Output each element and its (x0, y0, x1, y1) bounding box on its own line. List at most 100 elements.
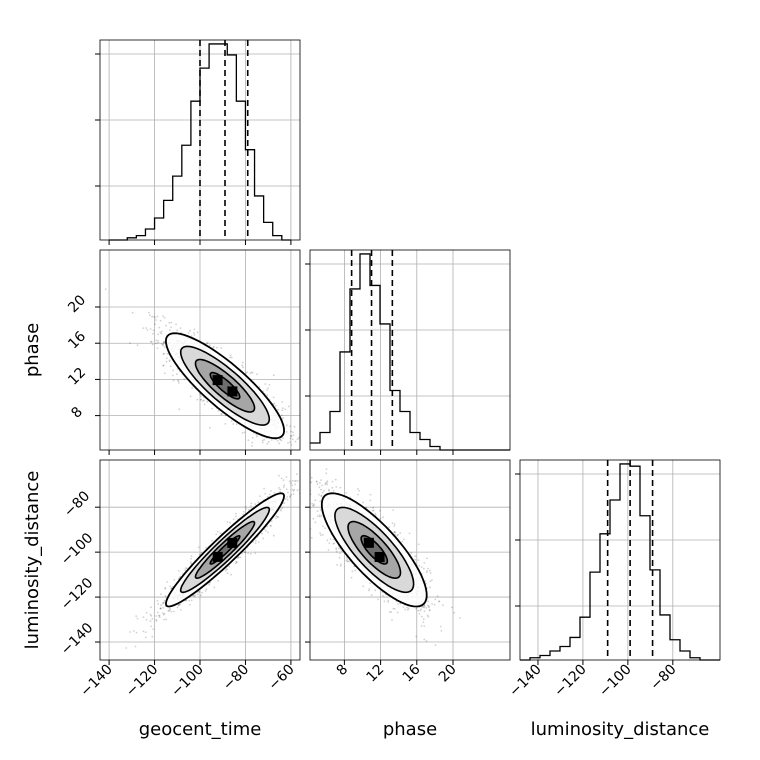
scatter-geocent-time-vs-luminosity-distance-sample-point (269, 524, 272, 527)
scatter-geocent-time-vs-phase-sample-point (241, 432, 244, 434)
scatter-phase-vs-luminosity-distance-sample-point (394, 533, 397, 536)
scatter-geocent-time-vs-phase-sample-point (206, 400, 209, 403)
scatter-geocent-time-vs-phase-sample-point (250, 371, 253, 374)
scatter-geocent-time-vs-phase-sample-point (285, 431, 288, 433)
scatter-geocent-time-vs-luminosity-distance-sample-point (169, 585, 172, 588)
scatter-geocent-time-vs-luminosity-distance-sample-point (189, 604, 191, 606)
scatter-geocent-time-vs-phase-sample-point (196, 398, 199, 401)
scatter-phase-vs-luminosity-distance-sample-point (369, 582, 371, 585)
scatter-geocent-time-vs-phase-sample-point (245, 372, 247, 375)
scatter-geocent-time-vs-luminosity-distance-sample-point (197, 590, 200, 593)
scatter-geocent-time-vs-phase-sample-point (176, 373, 178, 376)
scatter-geocent-time-vs-phase-sample-point (274, 404, 277, 407)
scatter-geocent-time-vs-phase-sample-point (172, 379, 175, 382)
scatter-phase-vs-luminosity-distance-sample-point (418, 613, 421, 615)
scatter-phase-vs-luminosity-distance-sample-point (324, 483, 327, 486)
scatter-geocent-time-vs-luminosity-distance-sample-point (289, 480, 291, 483)
scatter-geocent-time-vs-phase-sample-point (157, 341, 159, 344)
scatter-geocent-time-vs-luminosity-distance-sample-point (205, 546, 208, 549)
scatter-geocent-time-vs-luminosity-distance-sample-point (163, 601, 165, 604)
scatter-phase-vs-luminosity-distance-sample-point (332, 489, 335, 492)
scatter-geocent-time-vs-phase-sample-point (155, 339, 158, 342)
scatter-phase-vs-luminosity-distance-sample-point (338, 556, 341, 559)
scatter-geocent-time-vs-luminosity-distance-sample-point (272, 534, 275, 537)
scatter-geocent-time-vs-phase-sample-point (162, 353, 165, 355)
scatter-geocent-time-vs-phase-sample-point (242, 366, 245, 369)
scatter-geocent-time-vs-luminosity-distance-sample-point (254, 552, 257, 555)
scatter-geocent-time-vs-luminosity-distance-sample-point (237, 557, 240, 559)
scatter-phase-vs-luminosity-distance-sample-point (396, 534, 399, 537)
scatter-geocent-time-vs-phase-sample-point (131, 311, 134, 314)
scatter-geocent-time-vs-phase-sample-point (266, 394, 269, 397)
scatter-geocent-time-vs-luminosity-distance-sample-point (242, 510, 245, 513)
scatter-geocent-time-vs-luminosity-distance-sample-point (290, 493, 293, 496)
scatter-geocent-time-vs-luminosity-distance-sample-point (196, 593, 199, 596)
scatter-geocent-time-vs-phase-sample-point (178, 408, 181, 411)
scatter-geocent-time-vs-phase-sample-point (170, 326, 172, 329)
scatter-geocent-time-vs-phase-sample-point (161, 344, 164, 347)
scatter-geocent-time-vs-luminosity-distance-sample-point (259, 495, 261, 498)
scatter-geocent-time-vs-luminosity-distance-sample-point (156, 600, 159, 602)
scatter-geocent-time-vs-luminosity-distance-sample-point (291, 484, 294, 487)
scatter-geocent-time-vs-phase-sample-point (150, 340, 153, 343)
scatter-geocent-time-vs-phase-sample-point (212, 346, 215, 349)
scatter-geocent-time-vs-phase-sample-point (146, 329, 149, 331)
scatter-phase-vs-luminosity-distance-sample-point (414, 558, 417, 561)
scatter-geocent-time-vs-phase-sample-point (158, 326, 161, 329)
scatter-phase-vs-luminosity-distance-sample-point (436, 595, 439, 598)
scatter-geocent-time-vs-phase-sample-point (208, 344, 211, 347)
scatter-geocent-time-vs-luminosity-distance-sample-point (289, 495, 292, 497)
scatter-phase-vs-luminosity-distance-sample-point (406, 606, 408, 609)
scatter-phase-vs-luminosity-distance-sample-point (346, 558, 349, 561)
scatter-geocent-time-vs-luminosity-distance-sample-point (208, 583, 211, 586)
scatter-geocent-time-vs-luminosity-distance-sample-point (265, 529, 267, 532)
scatter-phase-vs-luminosity-distance-sample-point (374, 589, 377, 592)
scatter-geocent-time-vs-phase-sample-point (179, 327, 182, 330)
scatter-geocent-time-vs-phase-sample-point (159, 331, 162, 334)
scatter-geocent-time-vs-luminosity-distance-sample-point (155, 618, 158, 621)
scatter-phase-vs-luminosity-distance-sample-point (428, 609, 431, 612)
scatter-geocent-time-vs-phase-sample-point (153, 315, 156, 318)
scatter-geocent-time-vs-phase-sample-point (241, 364, 244, 367)
scatter-phase-vs-luminosity-distance-sample-point (326, 539, 329, 542)
scatter-phase-vs-luminosity-distance-sample-point (415, 607, 418, 610)
scatter-geocent-time-vs-luminosity-distance-sample-point (226, 572, 229, 575)
scatter-geocent-time-vs-luminosity-distance-sample-point (150, 614, 153, 617)
scatter-phase-vs-luminosity-distance-sample-point (333, 542, 336, 544)
scatter-geocent-time-vs-phase-sample-point (163, 340, 166, 343)
scatter-phase-vs-luminosity-distance-sample-point (410, 552, 413, 554)
scatter-phase-vs-luminosity-distance-sample-point (323, 489, 325, 492)
scatter-phase-vs-luminosity-distance-sample-point (393, 525, 396, 527)
scatter-geocent-time-vs-phase-sample-point (148, 314, 151, 317)
scatter-geocent-time-vs-luminosity-distance-sample-point (167, 609, 170, 612)
scatter-geocent-time-vs-phase-sample-point (289, 441, 291, 444)
scatter-geocent-time-vs-phase-sample-point (177, 382, 180, 384)
scatter-phase-vs-luminosity-distance-sample-point (453, 611, 456, 614)
scatter-phase-vs-luminosity-distance-sample-point (379, 517, 382, 520)
scatter-geocent-time-vs-phase-sample-point (203, 399, 205, 402)
scatter-phase-vs-luminosity-distance-sample-point (339, 552, 341, 555)
scatter-geocent-time-vs-phase-sample-point (156, 347, 159, 349)
scatter-geocent-time-vs-luminosity-distance-sample-point (162, 607, 165, 609)
scatter-geocent-time-vs-phase-sample-point (163, 352, 165, 355)
scatter-phase-vs-luminosity-distance-sample-point (335, 550, 338, 553)
scatter-geocent-time-vs-phase-sample-point (166, 352, 169, 355)
scatter-phase-vs-luminosity-distance-sample-point (369, 493, 372, 496)
scatter-geocent-time-vs-luminosity-distance-sample-point (168, 607, 171, 610)
scatter-geocent-time-vs-phase-sample-point (278, 442, 281, 445)
scatter-phase-vs-luminosity-distance-sample-point (372, 506, 374, 509)
scatter-geocent-time-vs-luminosity-distance-sample-point (129, 631, 132, 633)
scatter-phase-vs-luminosity-distance-sample-point (318, 515, 321, 518)
scatter-geocent-time-vs-phase-sample-point (171, 374, 174, 377)
scatter-geocent-time-vs-phase-sample-point (165, 360, 168, 363)
scatter-geocent-time-vs-luminosity-distance-sample-point (189, 561, 192, 563)
scatter-geocent-time-vs-phase-sample-point (272, 374, 275, 377)
scatter-geocent-time-vs-phase-sample-point (163, 372, 166, 375)
scatter-phase-vs-luminosity-distance-sample-point (429, 572, 432, 574)
scatter-geocent-time-vs-phase-sample-point (230, 420, 233, 422)
scatter-geocent-time-vs-luminosity-distance-sample-point (295, 479, 297, 482)
scatter-geocent-time-vs-phase-sample-point (193, 328, 196, 331)
scatter-geocent-time-vs-luminosity-distance-sample-point (278, 487, 280, 489)
scatter-phase-vs-luminosity-distance-sample-point (397, 603, 400, 605)
scatter-geocent-time-vs-phase-sample-point (159, 319, 162, 322)
